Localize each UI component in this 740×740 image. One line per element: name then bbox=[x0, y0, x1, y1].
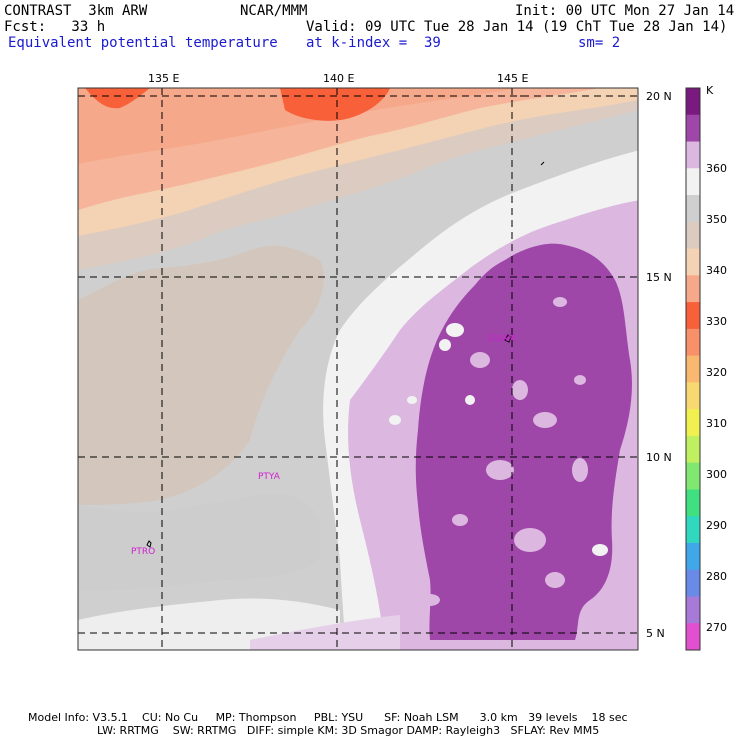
colorbar-swatch bbox=[686, 489, 700, 517]
colorbar-swatch bbox=[686, 195, 700, 223]
colorbar-swatch bbox=[686, 623, 700, 651]
model-info-line2: LW: RRTMG SW: RRTMG DIFF: simple KM: 3D … bbox=[97, 724, 600, 737]
colorbar-label: 310 bbox=[706, 417, 727, 430]
colorbar-label: 290 bbox=[706, 519, 727, 532]
lon-label-135: 135 E bbox=[148, 72, 179, 85]
colorbar-label: 280 bbox=[706, 570, 727, 583]
colorbar-swatch bbox=[686, 355, 700, 383]
station-ptro: PTRO bbox=[131, 547, 155, 557]
lat-label-5: 5 N bbox=[646, 627, 665, 640]
colorbar-label: 350 bbox=[706, 213, 727, 226]
model-title: CONTRAST 3km ARW bbox=[4, 3, 148, 19]
level-index: at k-index = 39 bbox=[306, 35, 441, 51]
palau-island bbox=[146, 540, 152, 548]
colorbar-swatch bbox=[686, 88, 700, 116]
lon-label-140: 140 E bbox=[323, 72, 354, 85]
colorbar-swatch bbox=[686, 542, 700, 571]
lat-label-10: 10 N bbox=[646, 451, 672, 464]
guam-island bbox=[504, 334, 512, 343]
colorbar-swatch bbox=[686, 114, 700, 143]
colorbar-swatch bbox=[686, 409, 700, 437]
lon-label-145: 145 E bbox=[497, 72, 528, 85]
colorbar-label: 340 bbox=[706, 264, 727, 277]
org-label: NCAR/MMM bbox=[240, 3, 308, 19]
colorbar-label: 320 bbox=[706, 366, 727, 379]
colorbar-swatch bbox=[686, 516, 700, 544]
colorbar-swatch bbox=[686, 275, 700, 303]
colorbar-label: 270 bbox=[706, 621, 727, 634]
smoothing: sm= 2 bbox=[578, 35, 621, 51]
graticule bbox=[78, 88, 638, 650]
colorbar-swatch bbox=[686, 168, 700, 196]
colorbar-label: 300 bbox=[706, 468, 727, 481]
colorbar-label: 330 bbox=[706, 315, 727, 328]
lat-label-20: 20 N bbox=[646, 90, 672, 103]
colorbar-swatch bbox=[686, 248, 700, 276]
lat-label-15: 15 N bbox=[646, 271, 672, 284]
colorbar-swatch bbox=[686, 435, 700, 464]
colorbar-swatch bbox=[686, 569, 700, 597]
colorbar-swatch bbox=[686, 302, 700, 330]
colorbar-swatch bbox=[686, 221, 700, 250]
colorbar bbox=[685, 87, 701, 651]
colorbar-swatch bbox=[686, 462, 700, 490]
forecast-hour: Fcst: 33 h bbox=[4, 19, 106, 35]
field-name: Equivalent potential temperature bbox=[8, 35, 278, 51]
colorbar-swatch bbox=[686, 382, 700, 410]
map-frame bbox=[77, 87, 639, 651]
colorbar-frame bbox=[685, 87, 701, 651]
init-time: Init: 00 UTC Mon 27 Jan 14 bbox=[515, 3, 735, 19]
model-info-line1: Model Info: V3.5.1 CU: No Cu MP: Thompso… bbox=[28, 711, 628, 724]
colorbar-unit: K bbox=[706, 84, 714, 97]
colorbar-labels: 360 350 340 330 320 310 300 290 280 270 bbox=[706, 162, 727, 634]
colorbar-label: 360 bbox=[706, 162, 727, 175]
island-mark bbox=[540, 161, 545, 166]
station-guam: GUAM bbox=[488, 334, 515, 344]
valid-time: Valid: 09 UTC Tue 28 Jan 14 (19 ChT Tue … bbox=[306, 19, 728, 35]
colorbar-swatch bbox=[686, 141, 700, 169]
theta-e-field bbox=[78, 88, 638, 650]
colorbar-swatch bbox=[686, 596, 700, 624]
station-ptya: PTYA bbox=[258, 472, 281, 482]
colorbar-swatch bbox=[686, 328, 700, 357]
